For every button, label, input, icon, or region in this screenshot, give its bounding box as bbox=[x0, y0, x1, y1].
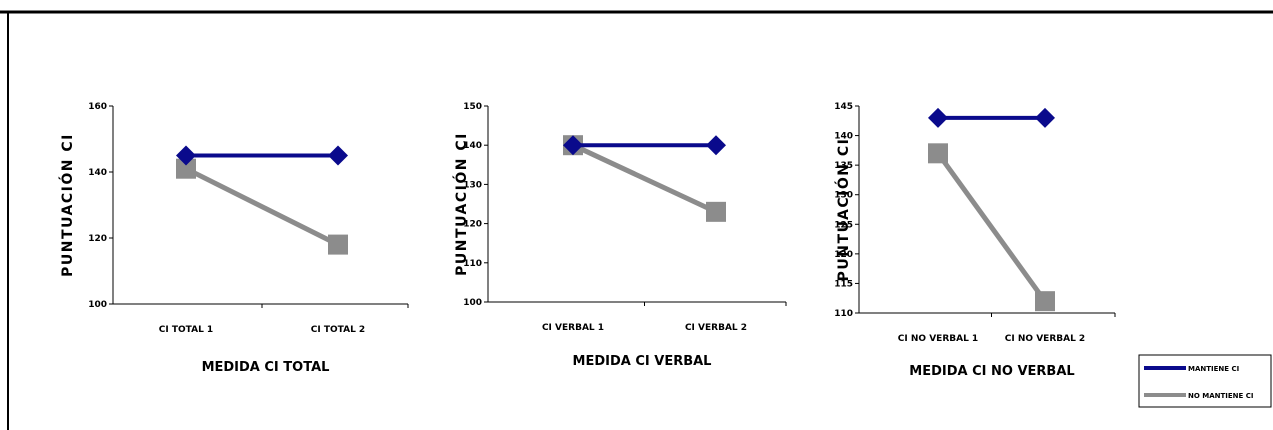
x-tick-label: CI NO VERBAL 1 bbox=[898, 334, 978, 344]
y-tick-label: 120 bbox=[463, 220, 482, 230]
x-axis-label: MEDIDA CI VERBAL bbox=[573, 354, 712, 369]
data-point-square bbox=[1035, 291, 1055, 312]
data-point-diamond bbox=[563, 135, 583, 156]
x-axis-label: MEDIDA CI NO VERBAL bbox=[909, 364, 1074, 379]
x-tick-label: CI VERBAL 2 bbox=[685, 323, 747, 333]
chart-panel-3: 110 115 120 125 130 135 140 145 CI NO VERBAL 1 CI… bbox=[834, 102, 1116, 379]
x-tick-label: CI NO VERBAL 2 bbox=[1005, 334, 1085, 344]
series-line bbox=[571, 142, 718, 215]
y-tick-label: 150 bbox=[463, 102, 482, 112]
data-point-square bbox=[176, 158, 196, 179]
y-tick-label: 135 bbox=[834, 161, 853, 171]
series-mantiene-ci bbox=[176, 145, 348, 166]
y-axis-label: PUNTUACIÓN CI bbox=[452, 132, 470, 276]
data-point-square bbox=[706, 201, 726, 222]
data-point-square bbox=[928, 143, 948, 164]
legend-label-no-mantiene: NO MANTIENE CI bbox=[1188, 392, 1253, 400]
y-tick-label: 125 bbox=[834, 220, 853, 230]
x-axis-label: MEDIDA CI TOTAL bbox=[202, 360, 330, 375]
y-tick-label: 130 bbox=[834, 191, 853, 201]
series-mantiene-ci bbox=[563, 135, 726, 156]
series-no-mantiene-ci bbox=[563, 135, 726, 222]
y-tick-label: 160 bbox=[88, 102, 107, 112]
y-tick-label: 120 bbox=[88, 234, 107, 244]
legend-item-no-mantiene: NO MANTIENE CI bbox=[1144, 392, 1253, 400]
y-tick-label: 110 bbox=[834, 309, 853, 319]
series-no-mantiene-ci bbox=[176, 158, 348, 255]
y-tick-label: 100 bbox=[88, 300, 107, 310]
y-tick-label: 130 bbox=[463, 180, 482, 190]
series-no-mantiene-ci bbox=[928, 143, 1055, 312]
data-point-diamond bbox=[928, 107, 948, 128]
chart-panel-2: 100 110 120 130 140 150 CI VERBAL 1 CI VERBAL 2… bbox=[452, 102, 787, 369]
y-tick-label: 110 bbox=[463, 259, 482, 269]
legend: MANTIENE CI NO MANTIENE CI bbox=[1138, 354, 1272, 408]
series-mantiene-ci bbox=[928, 107, 1055, 128]
y-tick-label: 120 bbox=[834, 250, 853, 260]
data-point-diamond bbox=[706, 135, 726, 156]
series-line bbox=[935, 151, 1048, 303]
y-tick-label: 140 bbox=[463, 141, 482, 151]
chart-panel-1: 100 120 140 160 CI TOTAL 1 CI TOTAL 2 MEDIDA C… bbox=[58, 102, 409, 375]
y-axis-label: PUNTUACIÓN CI bbox=[58, 133, 76, 277]
x-tick-label: CI VERBAL 1 bbox=[542, 323, 604, 333]
data-point-square bbox=[328, 234, 348, 255]
series-line bbox=[184, 166, 340, 247]
y-tick-label: 140 bbox=[834, 132, 853, 142]
legend-label-mantiene: MANTIENE CI bbox=[1188, 365, 1239, 373]
y-tick-label: 145 bbox=[834, 102, 853, 112]
x-tick-label: CI TOTAL 1 bbox=[159, 325, 213, 335]
y-tick-label: 115 bbox=[834, 279, 853, 289]
data-point-diamond bbox=[328, 145, 348, 166]
legend-item-mantiene: MANTIENE CI bbox=[1144, 365, 1239, 373]
legend-box bbox=[1138, 354, 1272, 408]
x-tick-label: CI TOTAL 2 bbox=[311, 325, 365, 335]
data-point-diamond bbox=[1035, 107, 1055, 128]
y-tick-label: 100 bbox=[463, 298, 482, 308]
y-tick-label: 140 bbox=[88, 168, 107, 178]
data-point-diamond bbox=[176, 145, 196, 166]
y-axis-label: PUNTUACIÓN CI bbox=[834, 138, 852, 282]
